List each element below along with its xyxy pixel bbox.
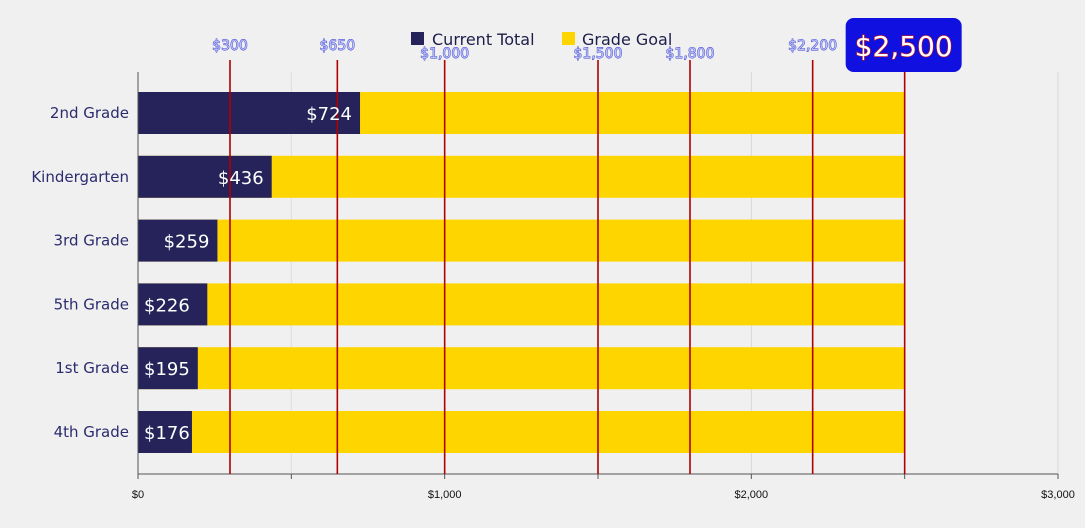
category-label-1: Kindergarten [31,168,129,186]
current-bar-2 [138,219,218,262]
legend-swatch-grade-goal [562,32,575,45]
current-bar-5 [138,411,192,453]
current-bar-3 [138,283,208,326]
reference-label-1500: $1,500 [574,46,623,62]
x-tick-label-0: $0 [132,489,144,501]
reference-label-300: $300 [212,38,248,54]
value-label-1: $436 [218,168,264,189]
goal-bar-2 [138,219,905,262]
reference-label-2500: $2,500 [855,30,953,63]
current-bar-4 [138,347,198,390]
legend-label-grade-goal: Grade Goal [582,30,672,49]
x-tick-label-1000: $1,000 [428,489,462,501]
category-label-5: 4th Grade [54,423,129,441]
goal-highlight-box [845,18,962,72]
x-tick-label-2000: $2,000 [735,489,769,501]
goal-bar-3 [138,283,905,326]
reference-label-1000: $1,000 [420,46,469,62]
reference-label-1800: $1,800 [666,46,715,62]
category-label-3: 5th Grade [54,295,129,313]
value-label-2: $259 [164,232,210,253]
category-label-4: 1st Grade [55,359,129,377]
legend-label-current-total: Current Total [432,30,535,49]
value-label-4: $195 [144,359,190,380]
labels: 2nd Grade $724 Kindergarten $436 3rd Grade $2… [31,104,352,444]
category-label-2: 3rd Grade [54,232,129,250]
value-label-3: $226 [144,295,190,316]
current-bar-0 [138,92,361,134]
x-tick-label-3000: $3,000 [1041,489,1075,501]
value-label-0: $724 [306,104,352,125]
reference-label-2200: $2,200 [788,38,837,54]
value-label-5: $176 [144,423,190,444]
category-label-0: 2nd Grade [50,104,129,122]
reference-label-650: $650 [320,38,356,54]
bars [138,92,905,453]
legend: Current Total Grade Goal [411,30,672,49]
reference-lines: $300 $650 $1,000 $1,500 $1,800 $2,200 $2,500 [212,18,962,474]
current-bar-1 [138,155,272,198]
goal-bar-4 [138,347,905,390]
goal-bar-5 [138,411,905,453]
legend-swatch-current-total [411,32,424,45]
